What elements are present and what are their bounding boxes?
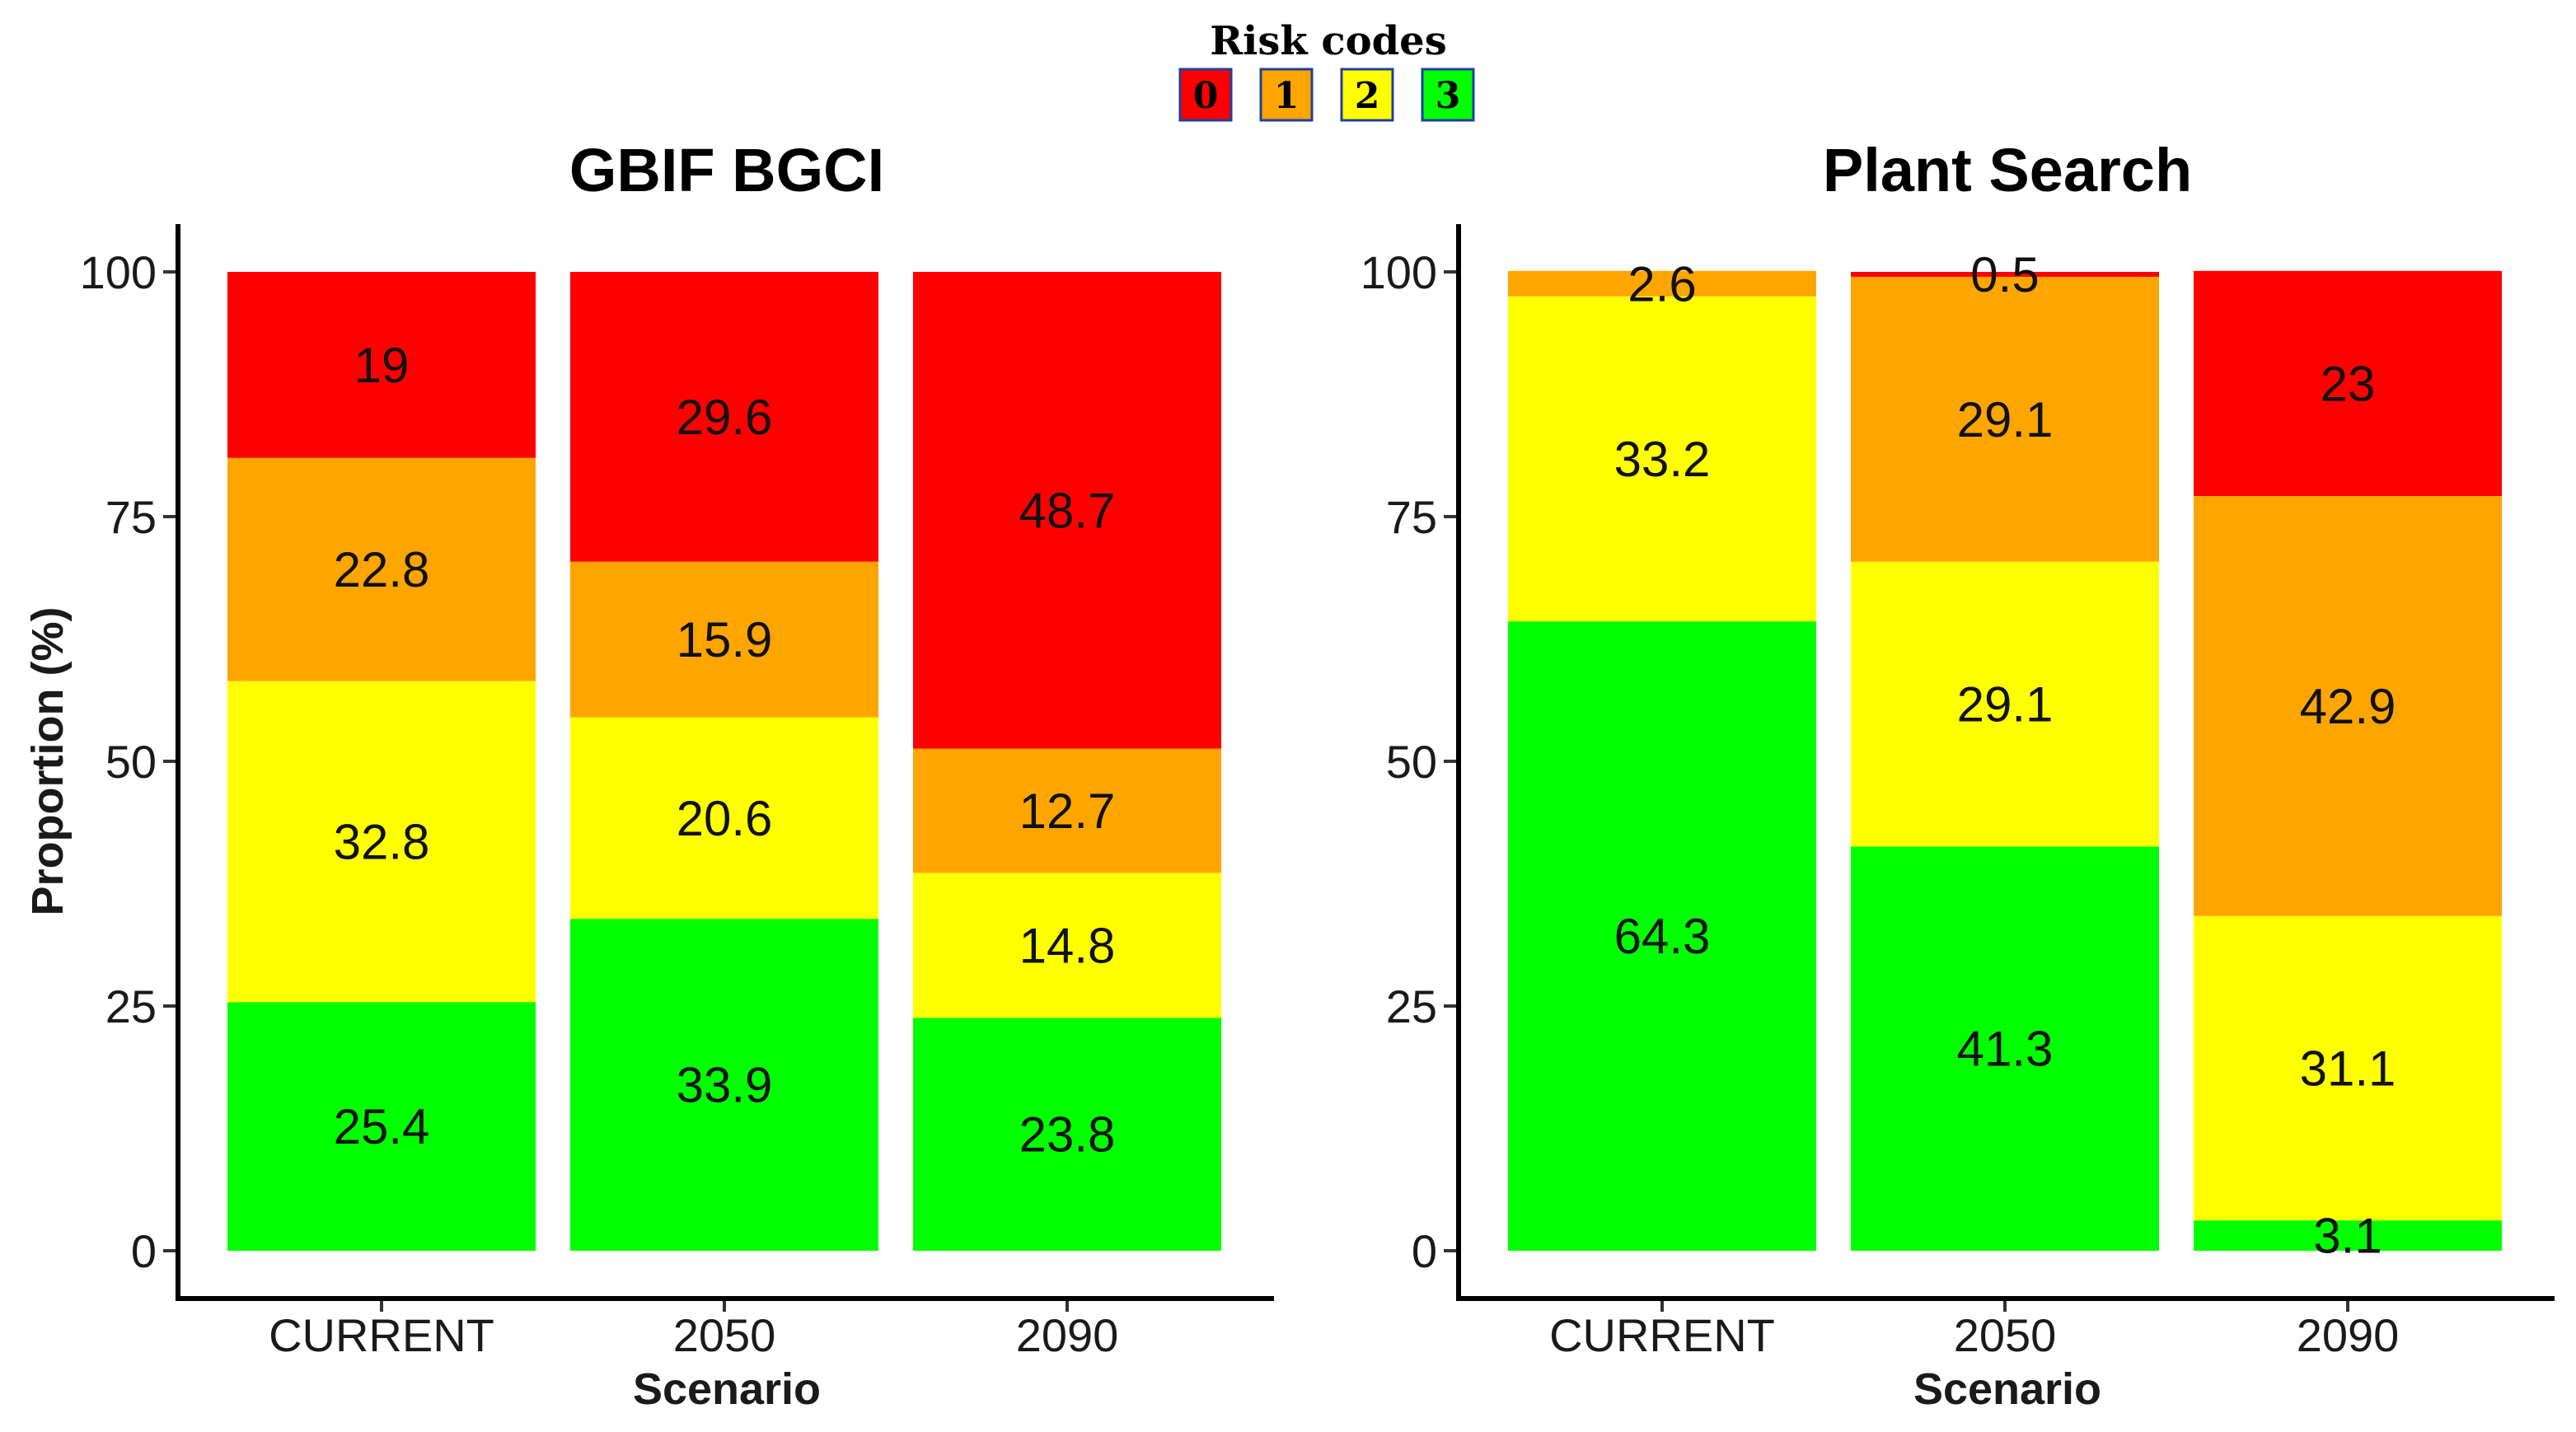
bar-segment-current-code-1	[1508, 270, 1816, 297]
data-label: 3.1	[2313, 1209, 2382, 1264]
bar-segment-current-code-1	[227, 457, 536, 681]
data-label: 29.6	[677, 390, 773, 445]
legend-key-1: 1	[1259, 68, 1314, 122]
legend-swatch-2	[1340, 68, 1394, 122]
bar-segment-2050-code-1	[1851, 276, 2159, 562]
y-tick-label: 0	[1412, 1225, 1437, 1277]
legend-label-1: 1	[1274, 75, 1300, 117]
bar-segment-2050-code-0	[570, 272, 878, 562]
legend: Risk codes 0 1 2 3	[1178, 18, 1475, 122]
y-tick-label: 25	[105, 980, 157, 1032]
x-ticks: CURRENT 2050 2090	[269, 1299, 1118, 1361]
bar-segment-2090-code-1	[2194, 496, 2502, 916]
data-label: 0.5	[1970, 247, 2039, 302]
legend-title: Risk codes	[1210, 18, 1446, 64]
legend-label-2: 2	[1355, 75, 1380, 117]
bar-segment-current-code-3	[1508, 621, 1816, 1251]
legend-key-0: 0	[1178, 68, 1233, 122]
data-label: 20.6	[677, 791, 773, 846]
y-tick-label: 25	[1386, 980, 1437, 1032]
data-label: 29.1	[1957, 392, 2054, 447]
bar-segment-2050-code-2	[570, 717, 878, 920]
x-tick-label: 2090	[2297, 1309, 2400, 1361]
data-label: 12.7	[1019, 784, 1116, 839]
x-axis-title: Scenario	[1913, 1364, 2101, 1414]
data-label: 41.3	[1957, 1022, 2054, 1077]
y-tick-label: 75	[105, 491, 157, 543]
bar-segment-2050-code-2	[1851, 561, 2159, 847]
x-tick-label: 2050	[1954, 1309, 2057, 1361]
data-label: 33.9	[677, 1058, 773, 1113]
y-tick-label: 50	[105, 736, 157, 788]
legend-swatch-0	[1178, 68, 1233, 122]
bars: 25.4 32.8 22.8 19 33.9 20.6 15.9 29.6 23.8 14.8 12…	[227, 272, 1221, 1251]
bar-segment-current-code-2	[1508, 296, 1816, 622]
data-label: 2.6	[1628, 256, 1696, 311]
data-label: 64.3	[1614, 909, 1711, 964]
x-axis-title: Scenario	[633, 1364, 821, 1414]
bar-segment-2090-code-0	[913, 272, 1221, 749]
bar-segment-2090-code-2	[913, 873, 1221, 1018]
data-label: 29.1	[1957, 677, 2054, 732]
y-tick-label: 100	[80, 246, 157, 298]
y-tick-label: 0	[131, 1225, 157, 1277]
legend-key-3: 3	[1421, 68, 1475, 122]
data-label: 22.8	[334, 542, 430, 597]
bar-segment-current-code-2	[227, 681, 536, 1003]
data-label: 32.8	[334, 814, 430, 869]
bar-segment-2090-code-2	[2194, 915, 2502, 1221]
panel-gbif-bgci: GBIF BGCI 25.4 32.8 22.8 19 33.9 20.6 15.9 29.6…	[23, 136, 1274, 1414]
bar-segment-2090-code-0	[2194, 270, 2502, 497]
x-tick-label: CURRENT	[1549, 1309, 1775, 1361]
panel-title: GBIF BGCI	[569, 136, 884, 204]
bar-segment-2050-code-0	[1851, 272, 2159, 277]
y-ticks: 0 25 50 75 100	[80, 246, 178, 1277]
data-label: 23.8	[1019, 1107, 1116, 1163]
legend-label-0: 0	[1193, 75, 1219, 117]
x-tick-label: CURRENT	[269, 1309, 494, 1361]
bar-segment-2050-code-1	[570, 561, 878, 718]
legend-key-2: 2	[1340, 68, 1394, 122]
x-tick-label: 2050	[673, 1309, 776, 1361]
y-tick-label: 75	[1386, 491, 1437, 543]
panel-title: Plant Search	[1823, 136, 2192, 204]
y-axis-title: Proportion (%)	[23, 607, 73, 916]
data-label: 42.9	[2300, 679, 2396, 734]
data-label: 31.1	[2300, 1041, 2396, 1096]
panel-plant-search: Plant Search 64.3 33.2 2.6 41.3 29.1 29.1 0.5 3…	[1361, 136, 2555, 1414]
bar-segment-2090-code-3	[913, 1018, 1221, 1251]
bar-segment-current-code-0	[227, 272, 536, 458]
data-label: 23	[2321, 356, 2376, 411]
y-tick-label: 50	[1386, 736, 1437, 788]
bars: 64.3 33.2 2.6 41.3 29.1 29.1 0.5 3.1 31.1 42.9 23	[1508, 247, 2502, 1264]
y-ticks: 0 25 50 75 100	[1361, 246, 1459, 1277]
legend-label-3: 3	[1436, 75, 1461, 117]
legend-swatch-3	[1421, 68, 1475, 122]
bar-segment-2090-code-3	[2194, 1220, 2502, 1251]
bar-segment-current-code-3	[227, 1002, 536, 1251]
data-label: 14.8	[1019, 918, 1116, 973]
data-label: 48.7	[1019, 483, 1116, 538]
data-label: 15.9	[677, 612, 773, 667]
bar-segment-2050-code-3	[570, 919, 878, 1251]
data-label: 25.4	[334, 1099, 430, 1154]
x-tick-label: 2090	[1016, 1309, 1119, 1361]
bar-segment-2090-code-1	[913, 748, 1221, 873]
y-tick-label: 100	[1361, 246, 1437, 298]
x-ticks: CURRENT 2050 2090	[1549, 1299, 2399, 1361]
bar-segment-2050-code-3	[1851, 846, 2159, 1251]
data-label: 19	[354, 338, 410, 393]
data-label: 33.2	[1614, 432, 1711, 487]
legend-swatch-1	[1259, 68, 1314, 122]
